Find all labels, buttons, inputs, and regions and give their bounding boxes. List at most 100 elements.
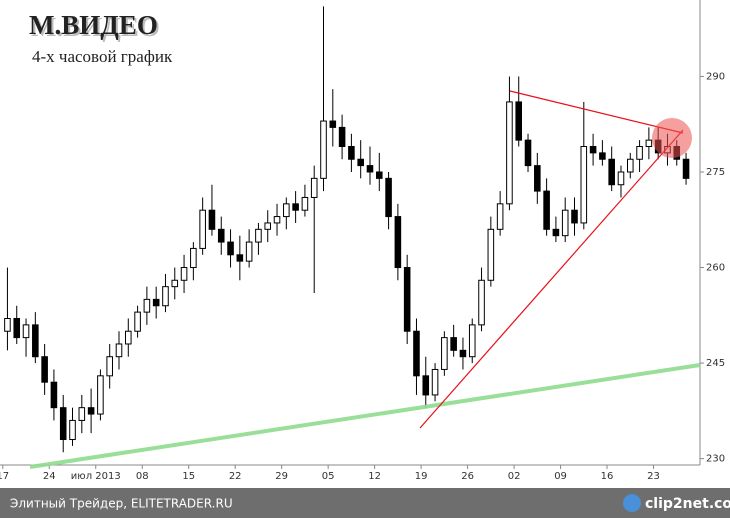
y-tick-label: 275 [706, 167, 725, 178]
candle-body [571, 209, 578, 224]
x-tick-label: 02 [508, 471, 521, 482]
candle-body [106, 356, 113, 377]
x-tick-label: 24 [43, 471, 56, 482]
plot: 230 245 260 275 290 17 24 июл 2013 08 15 22 29 05 12 1… [0, 6, 725, 482]
candle-body [78, 407, 86, 421]
x-tick-label: 16 [601, 471, 614, 482]
candle-body [171, 279, 179, 288]
candle-body [617, 171, 625, 186]
candle-body [227, 241, 234, 256]
title-shadow: М.ВИДЕО [31, 12, 160, 42]
candle-body [50, 381, 58, 409]
candle-body [143, 298, 151, 313]
candle-body [283, 203, 290, 218]
footer-source: Элитный Трейдер, ELITETRADER.RU [10, 497, 233, 511]
candle-body [87, 407, 95, 415]
candle-body [217, 228, 225, 243]
candle-body [59, 407, 67, 441]
candle-body [4, 317, 11, 332]
candle-body [496, 203, 504, 230]
candle-body [41, 356, 48, 383]
y-tick-label: 290 [706, 71, 725, 82]
candle-body [422, 375, 430, 396]
candle-body [320, 120, 327, 179]
x-tick-label: 29 [275, 471, 288, 482]
candle-body [357, 158, 364, 167]
candle-body [134, 311, 141, 332]
candle-body [645, 139, 653, 148]
candle-body [292, 203, 299, 211]
candle-body [506, 101, 513, 205]
candle-body [589, 146, 597, 154]
candle-body [13, 317, 21, 339]
candle-body [468, 324, 476, 358]
candle-body [264, 222, 272, 230]
candle-body [236, 254, 244, 262]
x-tick-label: 23 [647, 471, 660, 482]
candle-body [115, 343, 123, 358]
y-tick-label: 260 [706, 263, 725, 274]
candle-body [636, 146, 643, 160]
logo[interactable]: clip2net.com [645, 496, 730, 512]
candle-body [97, 375, 104, 415]
footer-bar [0, 488, 730, 518]
x-tick-label: 26 [461, 471, 474, 482]
candle-body [534, 165, 541, 192]
candle-body [255, 228, 262, 243]
x-tick-label: 22 [229, 471, 242, 482]
candle-body [199, 209, 206, 249]
candle-body [431, 368, 439, 396]
trend-line [509, 90, 684, 134]
highlight-circle [652, 118, 692, 158]
candle-body [32, 324, 39, 358]
candle-body [273, 216, 281, 224]
x-tick-label: 19 [415, 471, 428, 482]
candle-body [190, 247, 197, 269]
y-tick-label: 230 [706, 454, 725, 465]
candle-body [245, 241, 253, 262]
candle-body [413, 330, 420, 377]
candle-body [310, 177, 318, 198]
candle-body [515, 101, 523, 141]
candle-body [543, 190, 550, 230]
candle-body [162, 286, 169, 307]
candle-body [22, 324, 30, 339]
candle-body [403, 267, 411, 332]
candle-body [329, 120, 337, 128]
y-tick-label: 245 [706, 358, 725, 369]
x-tick-label: 15 [182, 471, 195, 482]
x-tick-label: 08 [136, 471, 149, 482]
candle-body [524, 139, 532, 167]
x-tick-label: 12 [368, 471, 381, 482]
candle-body [338, 126, 346, 148]
candle-body [682, 158, 690, 179]
candle-body [552, 228, 560, 237]
candle-body [124, 330, 132, 345]
candle-body [385, 177, 392, 218]
candle-body [152, 298, 160, 307]
candle-body [626, 158, 634, 173]
candle-body [375, 171, 383, 179]
x-tick-label: 17 [0, 471, 9, 482]
x-tick-label: 05 [322, 471, 335, 482]
candle-body [599, 152, 606, 160]
candle-body [208, 209, 216, 230]
candle-body [301, 196, 309, 211]
candle-body [487, 228, 495, 281]
candle-body [348, 146, 355, 160]
candle-body [69, 419, 76, 441]
candle-body [478, 279, 485, 326]
candle-body [561, 209, 569, 237]
support-line [29, 363, 701, 469]
chart-subtitle: 4-х часовой график [32, 47, 173, 66]
chart-title: М.ВИДЕО [29, 10, 158, 40]
candle-body [450, 337, 457, 351]
candle-body [366, 165, 374, 173]
trend-line [419, 129, 684, 429]
candle-body [441, 337, 448, 370]
candle-body [180, 267, 188, 281]
candle-body [394, 216, 402, 269]
candle-body [608, 158, 615, 186]
